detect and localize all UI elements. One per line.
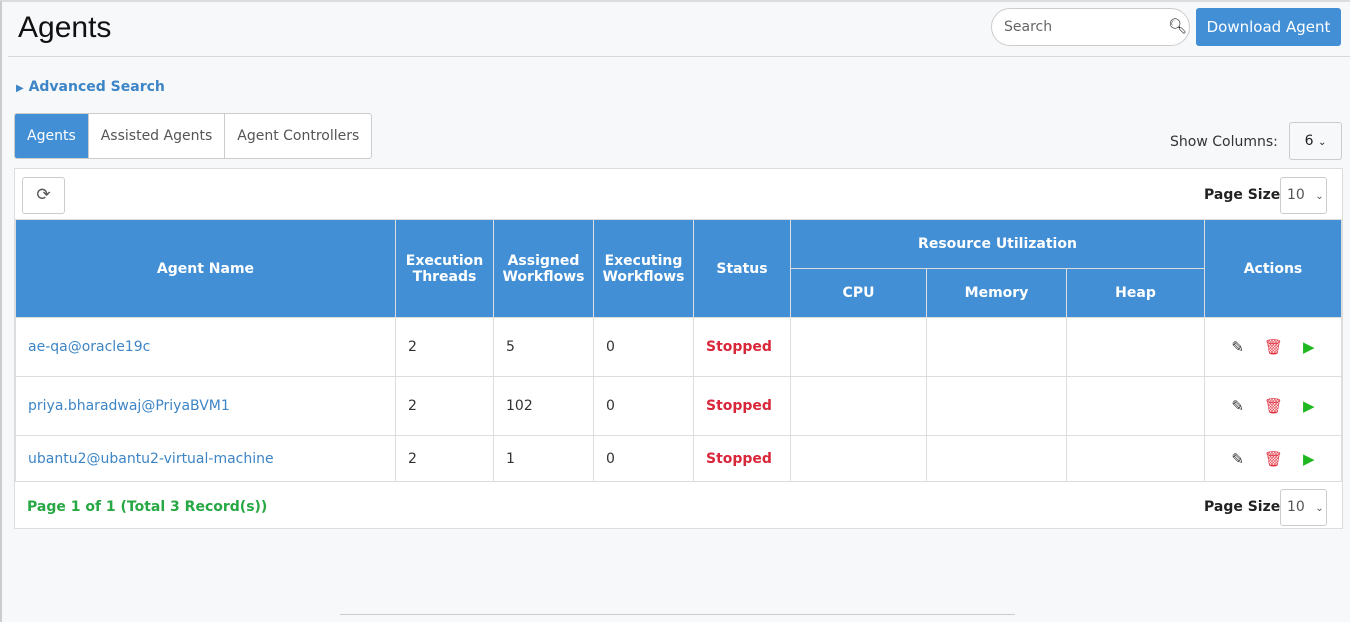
col-actions: Actions [1204,219,1342,318]
caret-right-icon: ▶ [16,83,24,94]
executing-cell: 0 [593,376,694,436]
show-columns-label: Show Columns: [1170,134,1278,150]
col-cpu[interactable]: CPU [790,268,927,318]
col-execution-threads[interactable]: Execution Threads [395,219,494,318]
memory-cell [926,317,1067,377]
status-badge: Stopped [706,450,772,467]
actions-cell: ✎ 🗑︎ ▶ [1204,317,1342,377]
agents-panel: ⟳ Page Size 10 ⌄ Agent Name Execution Th… [14,168,1343,529]
agents-table: Agent Name Execution Threads Assigned Wo… [15,219,1342,482]
status-badge: Stopped [706,339,772,355]
status-badge: Stopped [706,398,772,414]
heap-cell [1066,376,1205,436]
status-cell: Stopped [693,317,791,377]
col-status[interactable]: Status [693,219,791,318]
trash-icon[interactable]: 🗑︎ [1263,397,1284,415]
agent-name-cell: priya.bharadwaj@PriyaBVM1 [15,376,396,436]
executing-cell: 0 [593,435,694,482]
pagination-info: Page 1 of 1 (Total 3 Record(s)) [27,499,268,515]
cpu-cell [790,435,927,482]
agent-link[interactable]: ubantu2@ubantu2-virtual-machine [28,450,274,467]
page-size-select-top[interactable]: 10 ⌄ [1280,177,1327,214]
assigned-cell: 5 [493,317,594,377]
edit-icon[interactable]: ✎ [1231,449,1244,468]
page-header: Agents 🔍︎ Download Agent [8,5,1350,57]
col-resource-utilization: Resource Utilization [790,219,1205,269]
threads-cell: 2 [395,317,494,377]
edit-icon[interactable]: ✎ [1231,338,1244,356]
agent-name-cell: ubantu2@ubantu2-virtual-machine [15,435,396,482]
play-icon[interactable]: ▶ [1303,338,1315,356]
col-memory[interactable]: Memory [926,268,1067,318]
table-row: priya.bharadwaj@PriyaBVM1 2 102 0 Stoppe… [15,376,1342,436]
table-row: ae-qa@oracle19c 2 5 0 Stopped ✎ 🗑︎ ▶ [15,317,1342,377]
page-size-label: Page Size [1204,187,1281,203]
status-cell: Stopped [693,376,791,436]
heap-cell [1066,435,1205,482]
col-heap[interactable]: Heap [1066,268,1205,318]
cpu-cell [790,317,927,377]
executing-cell: 0 [593,317,694,377]
edit-icon[interactable]: ✎ [1231,397,1244,415]
chevron-down-icon: ⌄ [1315,503,1324,514]
actions-cell: ✎ 🗑︎ ▶ [1204,376,1342,436]
play-icon[interactable]: ▶ [1303,397,1315,415]
search-input[interactable] [991,8,1190,46]
refresh-icon: ⟳ [36,185,51,205]
assigned-cell: 102 [493,376,594,436]
col-executing-workflows[interactable]: Executing Workflows [593,219,694,318]
threads-cell: 2 [395,376,494,436]
trash-icon[interactable]: 🗑︎ [1263,338,1284,356]
chevron-down-icon: ⌄ [1315,191,1324,202]
show-columns-dropdown[interactable]: 6 ⌄ [1289,122,1342,160]
threads-cell: 2 [395,435,494,482]
agent-name-cell: ae-qa@oracle19c [15,317,396,377]
memory-cell [926,376,1067,436]
trash-icon[interactable]: 🗑︎ [1263,449,1284,468]
agent-link[interactable]: ae-qa@oracle19c [28,339,151,355]
memory-cell [926,435,1067,482]
tab-agents[interactable]: Agents [15,114,89,158]
status-cell: Stopped [693,435,791,482]
page-title: Agents [18,11,112,44]
search-icon[interactable]: 🔍︎ [1168,17,1188,35]
chevron-down-icon: ⌄ [1317,137,1327,148]
heap-cell [1066,317,1205,377]
page-size-label-bottom: Page Size [1204,499,1281,515]
download-agent-button[interactable]: Download Agent [1196,8,1341,46]
col-agent-name[interactable]: Agent Name [15,219,396,318]
cpu-cell [790,376,927,436]
table-row: ubantu2@ubantu2-virtual-machine 2 1 0 St… [15,435,1342,482]
col-assigned-workflows[interactable]: Assigned Workflows [493,219,594,318]
actions-cell: ✎ 🗑︎ ▶ [1204,435,1342,482]
tab-assisted-agents[interactable]: Assisted Agents [89,114,226,158]
divider [340,614,1015,615]
tab-bar: Agents Assisted Agents Agent Controllers [14,113,373,159]
advanced-search-toggle[interactable]: ▶ Advanced Search [16,79,165,95]
agent-link[interactable]: priya.bharadwaj@PriyaBVM1 [28,398,230,414]
refresh-button[interactable]: ⟳ [22,177,65,214]
assigned-cell: 1 [493,435,594,482]
tab-agent-controllers[interactable]: Agent Controllers [237,128,360,144]
play-icon[interactable]: ▶ [1303,449,1315,468]
page-size-select-bottom[interactable]: 10 ⌄ [1280,489,1327,526]
